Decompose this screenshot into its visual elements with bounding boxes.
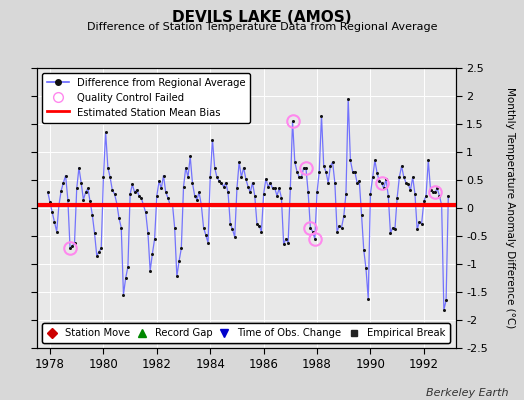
Text: Difference of Station Temperature Data from Regional Average: Difference of Station Temperature Data f…: [87, 22, 437, 32]
Text: Berkeley Earth: Berkeley Earth: [426, 388, 508, 398]
Y-axis label: Monthly Temperature Anomaly Difference (°C): Monthly Temperature Anomaly Difference (…: [505, 87, 515, 329]
Legend: Station Move, Record Gap, Time of Obs. Change, Empirical Break: Station Move, Record Gap, Time of Obs. C…: [42, 323, 450, 343]
Text: DEVILS LAKE (AMOS): DEVILS LAKE (AMOS): [172, 10, 352, 25]
